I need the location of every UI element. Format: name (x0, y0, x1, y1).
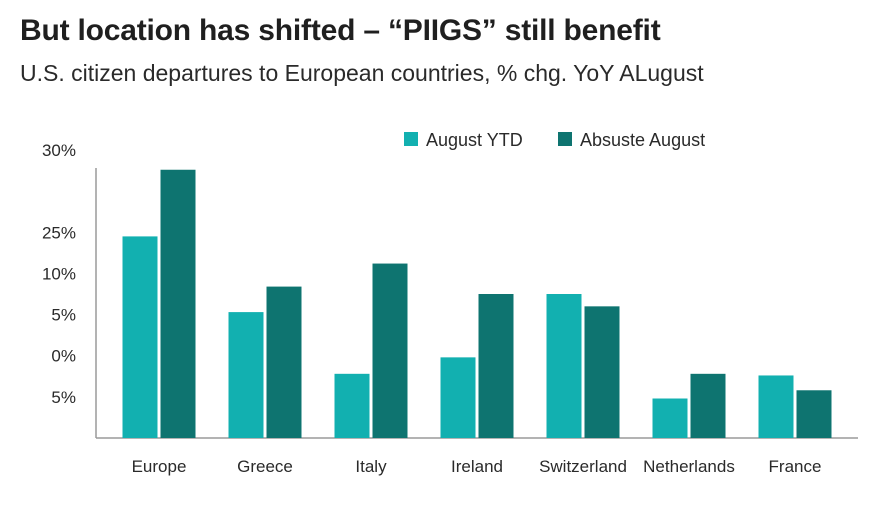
x-tick-label: Greece (237, 457, 293, 476)
bar-greece-ytd (228, 312, 264, 438)
x-tick-label: Ireland (451, 457, 503, 476)
x-tick-label: Europe (132, 457, 187, 476)
bar-france-august (796, 390, 832, 438)
bar-italy-august (372, 263, 408, 438)
y-tick-label: 5% (51, 306, 76, 325)
bar-netherlands-ytd (652, 398, 688, 438)
y-tick-label: 5% (51, 388, 76, 407)
y-tick-label: 25% (42, 223, 76, 242)
legend-label-august: Absuste August (580, 130, 705, 150)
chart-subtitle: U.S. citizen departures to European coun… (20, 60, 704, 86)
y-tick-label: 10% (42, 264, 76, 283)
bar-switzerland-ytd (546, 294, 582, 438)
bar-switzerland-august (584, 306, 620, 438)
bar-italy-ytd (334, 373, 370, 438)
legend-label-ytd: August YTD (426, 130, 523, 150)
bar-ireland-august (478, 294, 514, 438)
y-tick-label: 0% (51, 347, 76, 366)
bar-europe-august (160, 169, 196, 438)
bar-ireland-ytd (440, 357, 476, 438)
bar-netherlands-august (690, 373, 726, 438)
chart-title: But location has shifted – “PIIGS” still… (20, 14, 661, 47)
legend-swatch-august (558, 132, 572, 146)
bar-france-ytd (758, 375, 794, 438)
legend-swatch-ytd (404, 132, 418, 146)
x-tick-label: Netherlands (643, 457, 735, 476)
y-tick-label: 30% (42, 141, 76, 160)
x-tick-label: Italy (355, 457, 387, 476)
x-tick-label: Switzerland (539, 457, 627, 476)
bar-greece-august (266, 286, 302, 438)
bar-europe-ytd (122, 236, 158, 438)
x-tick-label: France (769, 457, 822, 476)
